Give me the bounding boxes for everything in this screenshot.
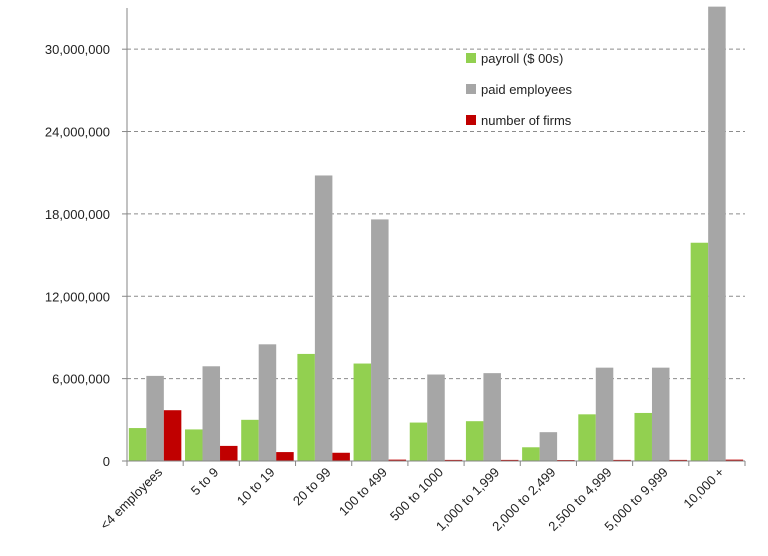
bar-number-of-firms [613,459,631,461]
bar-number-of-firms [725,459,744,461]
y-tick-label: 30,000,000 [45,42,110,57]
bar-payroll-00s- [522,447,540,461]
bar-number-of-firms [220,445,238,461]
bar-number-of-firms [388,459,407,461]
legend-swatch [466,53,476,63]
y-tick-label: 12,000,000 [45,289,110,304]
bar-paid-employees [427,374,445,461]
bar-number-of-firms [444,459,463,461]
gridlines [127,48,745,380]
bar-paid-employees [708,6,726,462]
bar-payroll-00s- [578,414,596,461]
y-tick-label: 18,000,000 [45,207,110,222]
legend-label: number of firms [481,113,572,128]
bar-paid-employees [539,432,558,461]
x-tick-label: 10 to 19 [234,465,278,509]
legend: payroll ($ 00s) paid employees number of f… [466,51,573,128]
bar-paid-employees [258,344,277,461]
bar-number-of-firms [332,452,350,461]
legend-swatch [466,84,476,94]
bar-payroll-00s- [128,428,147,461]
y-tick-label: 24,000,000 [45,125,110,140]
x-tick-label: 10,000 + [680,465,727,512]
bar-payroll-00s- [690,242,709,461]
x-tick-label: 5 to 9 [188,465,222,499]
bar-payroll-00s- [297,353,315,461]
bar-number-of-firms [500,459,519,461]
bar-payroll-00s- [185,429,203,461]
bar-paid-employees [371,219,389,461]
bar-paid-employees [483,373,501,461]
x-tick-label: 20 to 99 [290,465,334,509]
bar-payroll-00s- [465,421,484,461]
bar-payroll-00s- [241,419,259,461]
legend-label: payroll ($ 00s) [481,51,563,66]
x-tick-label: <4 employees [97,464,165,532]
y-axis: 0 6,000,000 12,000,000 18,000,000 24,000,000… [45,8,128,469]
y-tick-label: 0 [103,454,110,469]
bar-payroll-00s- [634,412,652,461]
bar-number-of-firms [276,452,294,461]
legend-label: paid employees [481,82,573,97]
bar-paid-employees [595,367,614,461]
x-tick-label: 100 to 499 [336,465,390,519]
legend-swatch [466,115,476,125]
bars [128,6,744,462]
bar-paid-employees [202,366,221,461]
bar-payroll-00s- [353,363,372,461]
bar-paid-employees [146,375,164,461]
y-tick-label: 6,000,000 [52,372,110,387]
bar-number-of-firms [163,410,182,461]
bar-paid-employees [651,367,670,461]
bar-paid-employees [314,175,333,462]
bar-payroll-00s- [409,422,428,461]
bar-number-of-firms [669,459,687,461]
x-axis: <4 employees 5 to 9 10 to 19 20 to 99 100 to… [97,460,746,534]
x-tick-label: 500 to 1000 [387,465,446,524]
